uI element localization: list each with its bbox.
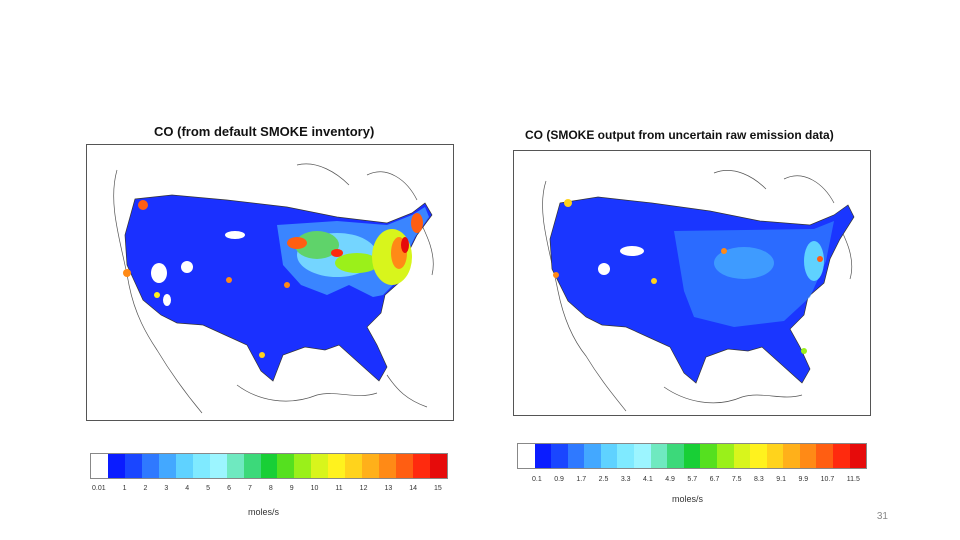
colorbar-tick-label: 5	[206, 485, 211, 492]
colorbar-swatch	[667, 444, 684, 468]
colorbar-tick-label: 6.7	[709, 476, 720, 483]
colorbar-tick-label: 2.5	[598, 476, 609, 483]
colorbar-tick-label: 7.5	[731, 476, 742, 483]
colorbar-tick-label: 8.3	[754, 476, 764, 483]
colorbar-swatch	[567, 444, 585, 468]
left-colorbar-ticks: 0.01 1 2 3 4 5 6 7 8 9 10 11 12 13 14 15	[92, 485, 442, 492]
left-colorbar	[90, 453, 448, 479]
colorbar-swatch	[683, 444, 701, 468]
left-map-title: CO (from default SMOKE inventory)	[154, 124, 375, 139]
colorbar-swatch	[600, 444, 618, 468]
colorbar-tick-label: 12	[359, 485, 368, 492]
colorbar-tick-label: 9	[289, 485, 294, 492]
colorbar-tick-label: 15	[434, 485, 442, 492]
colorbar-swatch	[362, 454, 380, 478]
colorbar-swatch	[345, 454, 363, 478]
left-map-frame	[86, 144, 454, 421]
colorbar-swatch	[175, 454, 193, 478]
colorbar-swatch	[617, 444, 635, 468]
colorbar-swatch	[396, 454, 414, 478]
colorbar-swatch	[518, 444, 535, 468]
colorbar-swatch	[849, 444, 867, 468]
colorbar-tick-label: 9.9	[798, 476, 809, 483]
colorbar-tick-label: 0.1	[532, 476, 542, 483]
colorbar-tick-label: 2	[143, 485, 148, 492]
colorbar-tick-label: 11.5	[846, 476, 860, 483]
colorbar-tick-label: 7	[247, 485, 252, 492]
colorbar-swatch	[328, 454, 346, 478]
colorbar-tick-label: 10	[310, 485, 319, 492]
colorbar-swatch	[584, 444, 601, 468]
colorbar-swatch	[534, 444, 552, 468]
colorbar-swatch	[716, 444, 734, 468]
left-co-emission-map	[113, 163, 434, 414]
colorbar-swatch	[141, 454, 159, 478]
colorbar-tick-label: 11	[335, 485, 343, 492]
colorbar-swatch	[783, 444, 800, 468]
left-colorbar-unit: moles/s	[248, 507, 280, 517]
colorbar-swatch	[311, 454, 329, 478]
colorbar-swatch	[650, 444, 668, 468]
colorbar-swatch	[277, 454, 295, 478]
colorbar-swatch	[243, 454, 261, 478]
right-colorbar-unit: moles/s	[672, 494, 704, 504]
page-number: 31	[876, 511, 888, 522]
colorbar-swatch	[799, 444, 817, 468]
colorbar-swatch	[700, 444, 717, 468]
colorbar-swatch	[816, 444, 833, 468]
colorbar-swatch	[124, 454, 142, 478]
right-colorbar	[517, 443, 867, 469]
colorbar-swatch	[413, 454, 431, 478]
colorbar-tick-label: 0.9	[554, 476, 564, 483]
right-colorbar-ticks: 0.1 0.9 1.7 2.5 3.3 4.1 4.9 5.7 6.7 7.5 8.3 9.1 9.9 1…	[532, 476, 860, 483]
colorbar-tick-label: 14	[409, 485, 418, 492]
colorbar-swatch	[158, 454, 176, 478]
colorbar-tick-label: 4.1	[643, 476, 653, 483]
colorbar-tick-label: 8	[268, 485, 273, 492]
colorbar-tick-label: 13	[384, 485, 393, 492]
colorbar-swatch	[430, 454, 448, 478]
colorbar-swatch	[766, 444, 784, 468]
right-map-title: CO (SMOKE output from uncertain raw emis…	[525, 128, 834, 142]
colorbar-swatch	[379, 454, 397, 478]
colorbar-swatch	[209, 454, 227, 478]
colorbar-tick-label: 0.01	[92, 485, 106, 492]
colorbar-tick-label: 4	[185, 485, 190, 492]
colorbar-tick-label: 5.7	[687, 476, 698, 483]
colorbar-swatch	[107, 454, 125, 478]
colorbar-swatch	[294, 454, 312, 478]
colorbar-tick-label: 1	[122, 485, 127, 492]
colorbar-swatch	[260, 454, 278, 478]
colorbar-tick-label: 6	[227, 485, 231, 492]
colorbar-tick-label: 3	[164, 485, 169, 492]
colorbar-swatch	[91, 454, 108, 478]
colorbar-tick-label: 10.7	[820, 476, 835, 483]
right-map-frame	[513, 150, 871, 416]
colorbar-swatch	[634, 444, 651, 468]
colorbar-tick-label: 3.3	[620, 476, 631, 483]
colorbar-swatch	[750, 444, 767, 468]
colorbar-swatch	[733, 444, 751, 468]
colorbar-swatch	[551, 444, 568, 468]
colorbar-tick-label: 4.9	[665, 476, 675, 483]
colorbar-swatch	[832, 444, 850, 468]
colorbar-swatch	[192, 454, 210, 478]
colorbar-tick-label: 9.1	[776, 476, 786, 483]
right-co-emission-map	[542, 170, 855, 412]
colorbar-swatch	[226, 454, 244, 478]
colorbar-tick-label: 1.7	[576, 476, 587, 483]
